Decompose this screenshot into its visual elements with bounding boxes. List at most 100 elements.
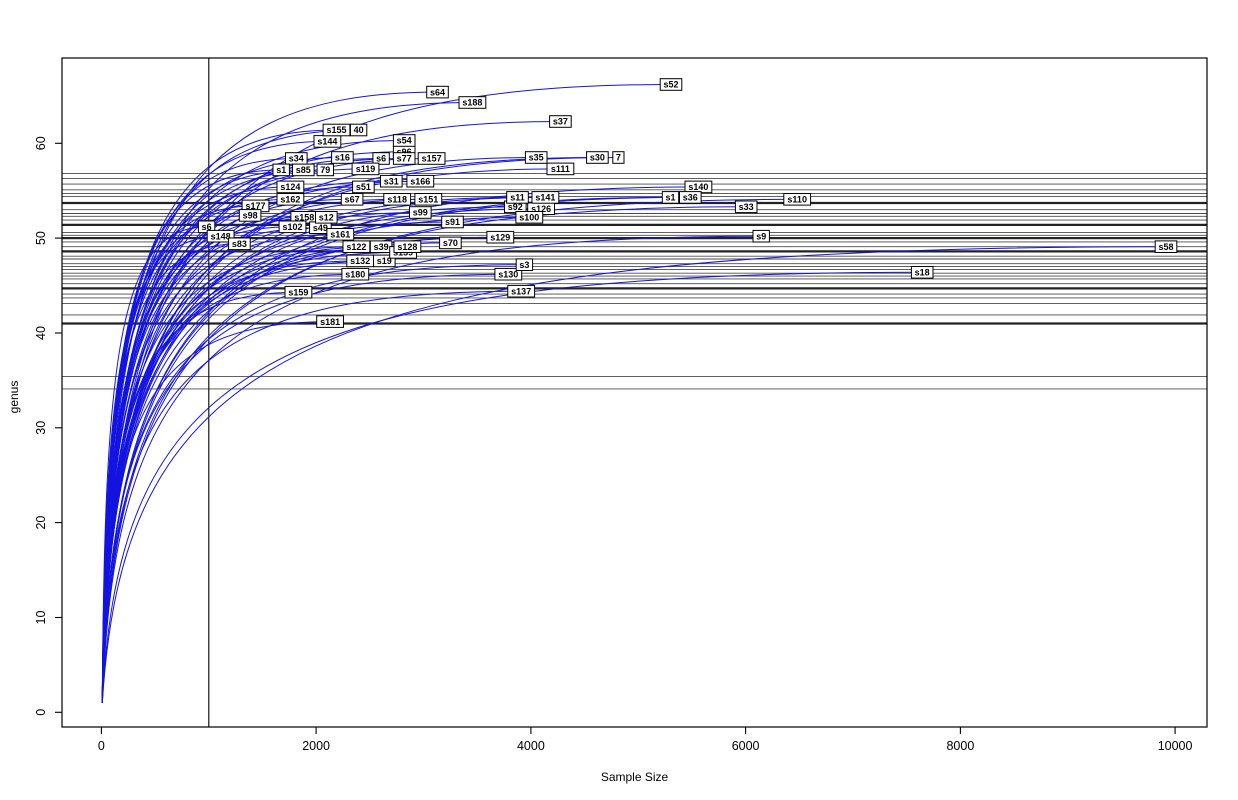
svg-text:s3: s3 (519, 260, 529, 270)
curve-label: s83 (228, 237, 251, 251)
curve-label: s124 (276, 180, 305, 194)
svg-text:s51: s51 (356, 182, 371, 192)
curve-label: s54 (392, 134, 416, 147)
svg-text:s188: s188 (462, 98, 482, 108)
svg-text:s83: s83 (232, 239, 247, 249)
svg-text:s11: s11 (510, 193, 525, 203)
svg-text:s6: s6 (376, 154, 386, 164)
svg-text:s181: s181 (320, 317, 340, 327)
x-axis-title: Sample Size (600, 770, 669, 784)
svg-text:s118: s118 (387, 195, 407, 205)
svg-text:s148: s148 (211, 231, 231, 241)
y-tick-label: 40 (34, 326, 48, 340)
svg-text:s1: s1 (665, 193, 675, 203)
svg-text:s1: s1 (276, 165, 286, 175)
y-tick-label: 50 (34, 231, 48, 245)
curve-label: s9 (752, 229, 770, 243)
rarefaction-curve (101, 198, 798, 703)
rarefaction-curve (101, 196, 691, 703)
curve-label: s77 (392, 152, 416, 165)
svg-text:s137: s137 (511, 286, 531, 296)
curve-label: s64 (426, 85, 449, 99)
svg-text:s155: s155 (326, 125, 346, 135)
rarefaction-curve (101, 235, 762, 703)
curve-label: s19 (373, 254, 396, 268)
x-tick-label: 6000 (732, 739, 760, 753)
curve-label: s188 (458, 96, 487, 109)
curve-label: s1 (661, 191, 680, 204)
svg-text:s64: s64 (430, 87, 445, 97)
svg-text:s67: s67 (345, 195, 360, 205)
svg-text:s140: s140 (688, 182, 708, 192)
svg-text:s34: s34 (289, 154, 304, 164)
curve-label: 7 (612, 151, 625, 164)
svg-text:s35: s35 (529, 153, 544, 163)
svg-text:s30: s30 (590, 153, 605, 163)
svg-text:s31: s31 (384, 176, 399, 186)
svg-text:s33: s33 (739, 202, 754, 212)
svg-text:s129: s129 (490, 232, 510, 242)
svg-text:79: 79 (320, 165, 330, 175)
curve-label: s51 (352, 180, 375, 194)
curve-label: s58 (1154, 240, 1178, 253)
svg-text:s92: s92 (508, 202, 523, 212)
curve-label: s6 (197, 220, 216, 234)
x-tick-label: 8000 (946, 739, 974, 753)
svg-text:s96: s96 (397, 147, 412, 157)
curve-label: s37 (549, 115, 572, 128)
plot-border (61, 57, 1208, 728)
curve-label: s157 (417, 152, 446, 165)
svg-text:s161: s161 (330, 230, 350, 240)
rarefaction-curve (101, 243, 240, 703)
curve-label: s99 (409, 206, 432, 219)
svg-text:s177: s177 (245, 201, 265, 211)
curve-label: s31 (380, 174, 403, 188)
curve-label: s102 (278, 220, 307, 234)
svg-text:s128: s128 (397, 242, 417, 252)
curve-label: s11 (506, 191, 529, 204)
rarefaction-curve (101, 206, 747, 703)
rarefaction-curve (101, 216, 530, 703)
x-tick-label: 2000 (302, 739, 330, 753)
curve-label: s70 (439, 236, 462, 250)
curve-label: s181 (316, 315, 345, 328)
svg-text:7: 7 (616, 153, 621, 163)
svg-text:s99: s99 (413, 208, 428, 218)
svg-text:s159: s159 (288, 287, 308, 297)
curve-label: s12 (315, 211, 338, 224)
rarefaction-curve (101, 290, 522, 703)
svg-text:s98: s98 (243, 211, 258, 221)
rarefaction-curve (101, 246, 1167, 703)
svg-text:s36: s36 (683, 193, 698, 203)
y-tick-label: 20 (34, 516, 48, 530)
curve-label: s16 (331, 151, 354, 164)
rarefaction-curve (101, 208, 542, 703)
curve-label: s166 (406, 174, 435, 188)
svg-text:s37: s37 (553, 117, 568, 127)
curve-label: s140 (684, 180, 713, 194)
svg-text:s144: s144 (317, 137, 337, 147)
curve-label: 40 (349, 123, 368, 137)
curve-label: s67 (340, 193, 364, 206)
curve-label: s100 (515, 211, 544, 224)
svg-text:s16: s16 (335, 153, 350, 163)
svg-text:s77: s77 (397, 154, 412, 164)
x-tick-label: 4000 (517, 739, 545, 753)
curve-label: s36 (679, 191, 702, 204)
svg-text:s119: s119 (356, 164, 376, 174)
svg-text:s166: s166 (410, 176, 430, 186)
svg-text:s158: s158 (294, 213, 314, 223)
svg-text:s52: s52 (663, 80, 678, 90)
svg-text:s100: s100 (519, 213, 539, 223)
curve-label: s18 (910, 266, 934, 279)
y-axis-title: genus (7, 380, 21, 414)
rarefaction-curve (101, 242, 451, 703)
svg-text:s126: s126 (531, 204, 551, 214)
rarefaction-curve (101, 291, 299, 703)
curve-label: s3 (515, 258, 534, 271)
curve-label: s129 (486, 230, 515, 244)
curve-label: s180 (341, 267, 370, 281)
rarefaction-curve (101, 212, 421, 703)
svg-text:s12: s12 (319, 213, 334, 223)
